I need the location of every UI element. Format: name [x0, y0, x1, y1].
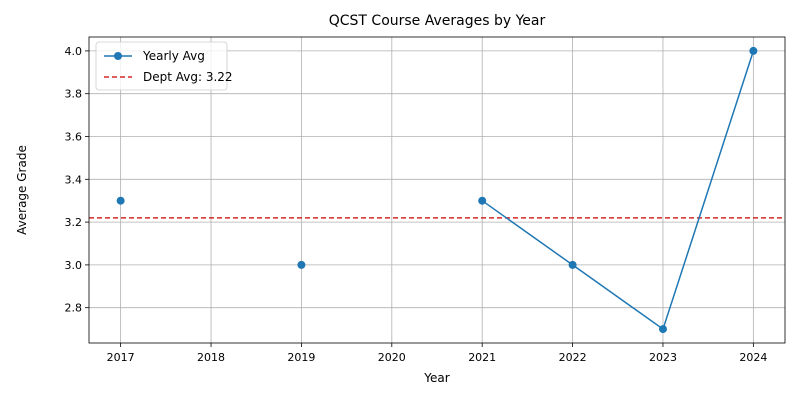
- x-tick-label: 2020: [378, 351, 406, 364]
- grid: [89, 37, 785, 343]
- legend-box: [95, 41, 228, 91]
- series-lines: [481, 50, 755, 331]
- y-tick-label: 3.6: [65, 131, 83, 144]
- series-line-yearly-avg: [481, 50, 755, 331]
- x-axis-ticks: 2017 2018 2019 2020 2021 2022 2023 2024: [107, 343, 767, 364]
- x-tick-label: 2023: [649, 351, 677, 364]
- y-tick-label: 2.8: [65, 302, 83, 315]
- data-point: [749, 46, 758, 55]
- y-tick-label: 3.8: [65, 88, 83, 101]
- plot-area-frame: [88, 36, 786, 344]
- legend-label-dept-avg: Dept Avg: 3.22: [143, 70, 233, 84]
- data-point: [297, 260, 306, 269]
- y-axis-ticks: 2.8 3.0 3.2 3.4 3.6 3.8 4.0: [65, 45, 89, 315]
- y-tick-label: 3.0: [65, 259, 83, 272]
- chart-title: QCST Course Averages by Year: [329, 13, 546, 29]
- x-tick-label: 2022: [559, 351, 587, 364]
- x-tick-label: 2017: [107, 351, 135, 364]
- x-tick-label: 2018: [197, 351, 225, 364]
- y-tick-label: 3.4: [65, 173, 83, 186]
- x-tick-label: 2021: [468, 351, 496, 364]
- series-markers: [116, 46, 758, 334]
- y-tick-label: 4.0: [65, 45, 83, 58]
- data-point: [116, 196, 125, 205]
- x-axis-label: Year: [423, 371, 449, 385]
- x-tick-label: 2024: [739, 351, 767, 364]
- data-point: [568, 260, 577, 269]
- data-point: [658, 325, 667, 334]
- legend-series-marker: [114, 52, 122, 60]
- y-tick-label: 3.2: [65, 216, 83, 229]
- legend: Yearly Avg Dept Avg: 3.22: [95, 41, 233, 91]
- y-axis-label: Average Grade: [15, 145, 29, 235]
- legend-label-yearly-avg: Yearly Avg: [142, 49, 205, 63]
- data-point: [478, 196, 487, 205]
- x-tick-label: 2019: [287, 351, 315, 364]
